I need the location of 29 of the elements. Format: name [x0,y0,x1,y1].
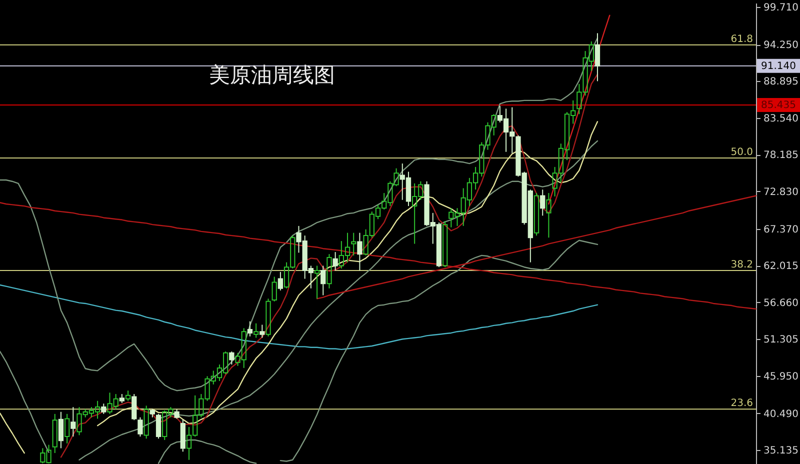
y-tick-label: 51.305 [764,334,798,346]
y-tick-label: 94.250 [764,40,798,52]
y-tick-label: 78.185 [764,150,798,162]
line-series [0,284,598,350]
candlestick [320,265,326,296]
y-tick-label: 99.710 [764,2,798,14]
candlestick [594,32,600,82]
ref-line-label: 85.435 [761,100,796,111]
y-tick-label: 35.135 [764,446,798,457]
candlestick [58,411,64,449]
annotation: 50.0 [730,147,753,158]
candlestick [546,192,552,238]
y-tick-label: 56.660 [764,298,798,309]
y-tick-label: 72.830 [764,186,798,198]
candlestick [70,406,76,438]
y-tick-label: 62.015 [764,261,798,272]
candlestick [540,189,546,216]
annotation: 61.8 [730,34,753,45]
y-tick-label: 83.540 [764,113,798,124]
y-tick-label: 67.370 [764,224,798,236]
y-tick-label: 88.895 [764,76,798,88]
candlestick [314,265,320,300]
y-tick-label: 40.490 [764,408,798,420]
text: 美原油周线图 [209,63,335,87]
ref-line-label: 91.140 [761,60,796,72]
annotation: 38.2 [730,260,753,271]
annotation: 23.6 [730,398,753,410]
y-tick-label: 45.950 [764,371,798,382]
candlestick [332,252,338,272]
